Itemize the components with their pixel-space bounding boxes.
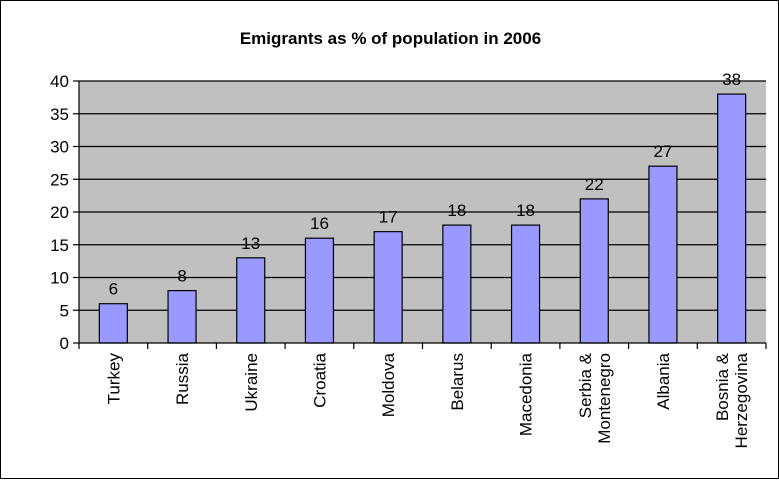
data-label: 8 [177,267,186,286]
x-tick-label: Russia [173,352,192,405]
y-tick-label: 10 [50,269,69,288]
bars [98,93,747,344]
x-tick-label: Macedonia [517,352,536,436]
data-label: 38 [722,70,741,89]
x-tick-label: Moldova [379,352,398,417]
x-tick-label: Serbia & [576,352,595,418]
y-tick-label: 40 [50,72,69,91]
bar [167,290,197,344]
bar [98,303,128,344]
y-tick-label: 25 [50,170,69,189]
data-label: 16 [310,214,329,233]
data-label: 6 [109,280,118,299]
y-tick-label: 30 [50,138,69,157]
y-tick-label: 5 [60,301,69,320]
x-tick-label: Montenegro [595,353,614,444]
data-label: 27 [653,142,672,161]
x-tick-label: Ukraine [242,353,261,412]
data-label: 18 [516,201,535,220]
bar [510,224,541,344]
axes [73,80,767,349]
x-tick-labels: Turkey Russia Ukraine Croatia Moldova Belarus… [104,352,751,448]
y-tick-label: 0 [60,334,69,353]
x-tick-label: Croatia [310,352,329,407]
data-labels: 6 8 13 16 17 18 18 22 27 38 [109,70,741,299]
y-tick-label: 15 [50,236,69,255]
x-tick-label: Herzegovina [732,352,751,448]
x-tick-label: Albania [654,352,673,409]
data-label: 13 [241,234,260,253]
data-label: 18 [447,201,466,220]
bar [717,93,747,344]
bar [442,224,472,344]
chart-title: Emigrants as % of population in 2006 [239,29,542,48]
x-tick-label: Turkey [104,353,123,405]
y-tick-label: 20 [50,203,69,222]
bar [373,231,403,344]
data-label: 22 [585,175,604,194]
x-tick-label: Belarus [448,353,467,411]
bar [304,237,335,344]
y-tick-label: 35 [50,105,69,124]
data-label: 17 [379,208,398,227]
bar [648,165,678,344]
bar [579,198,609,344]
x-tick-label: Bosnia & [713,352,732,421]
y-tick-labels: 0 5 10 15 20 25 30 35 40 [50,72,69,353]
bar [236,257,266,344]
